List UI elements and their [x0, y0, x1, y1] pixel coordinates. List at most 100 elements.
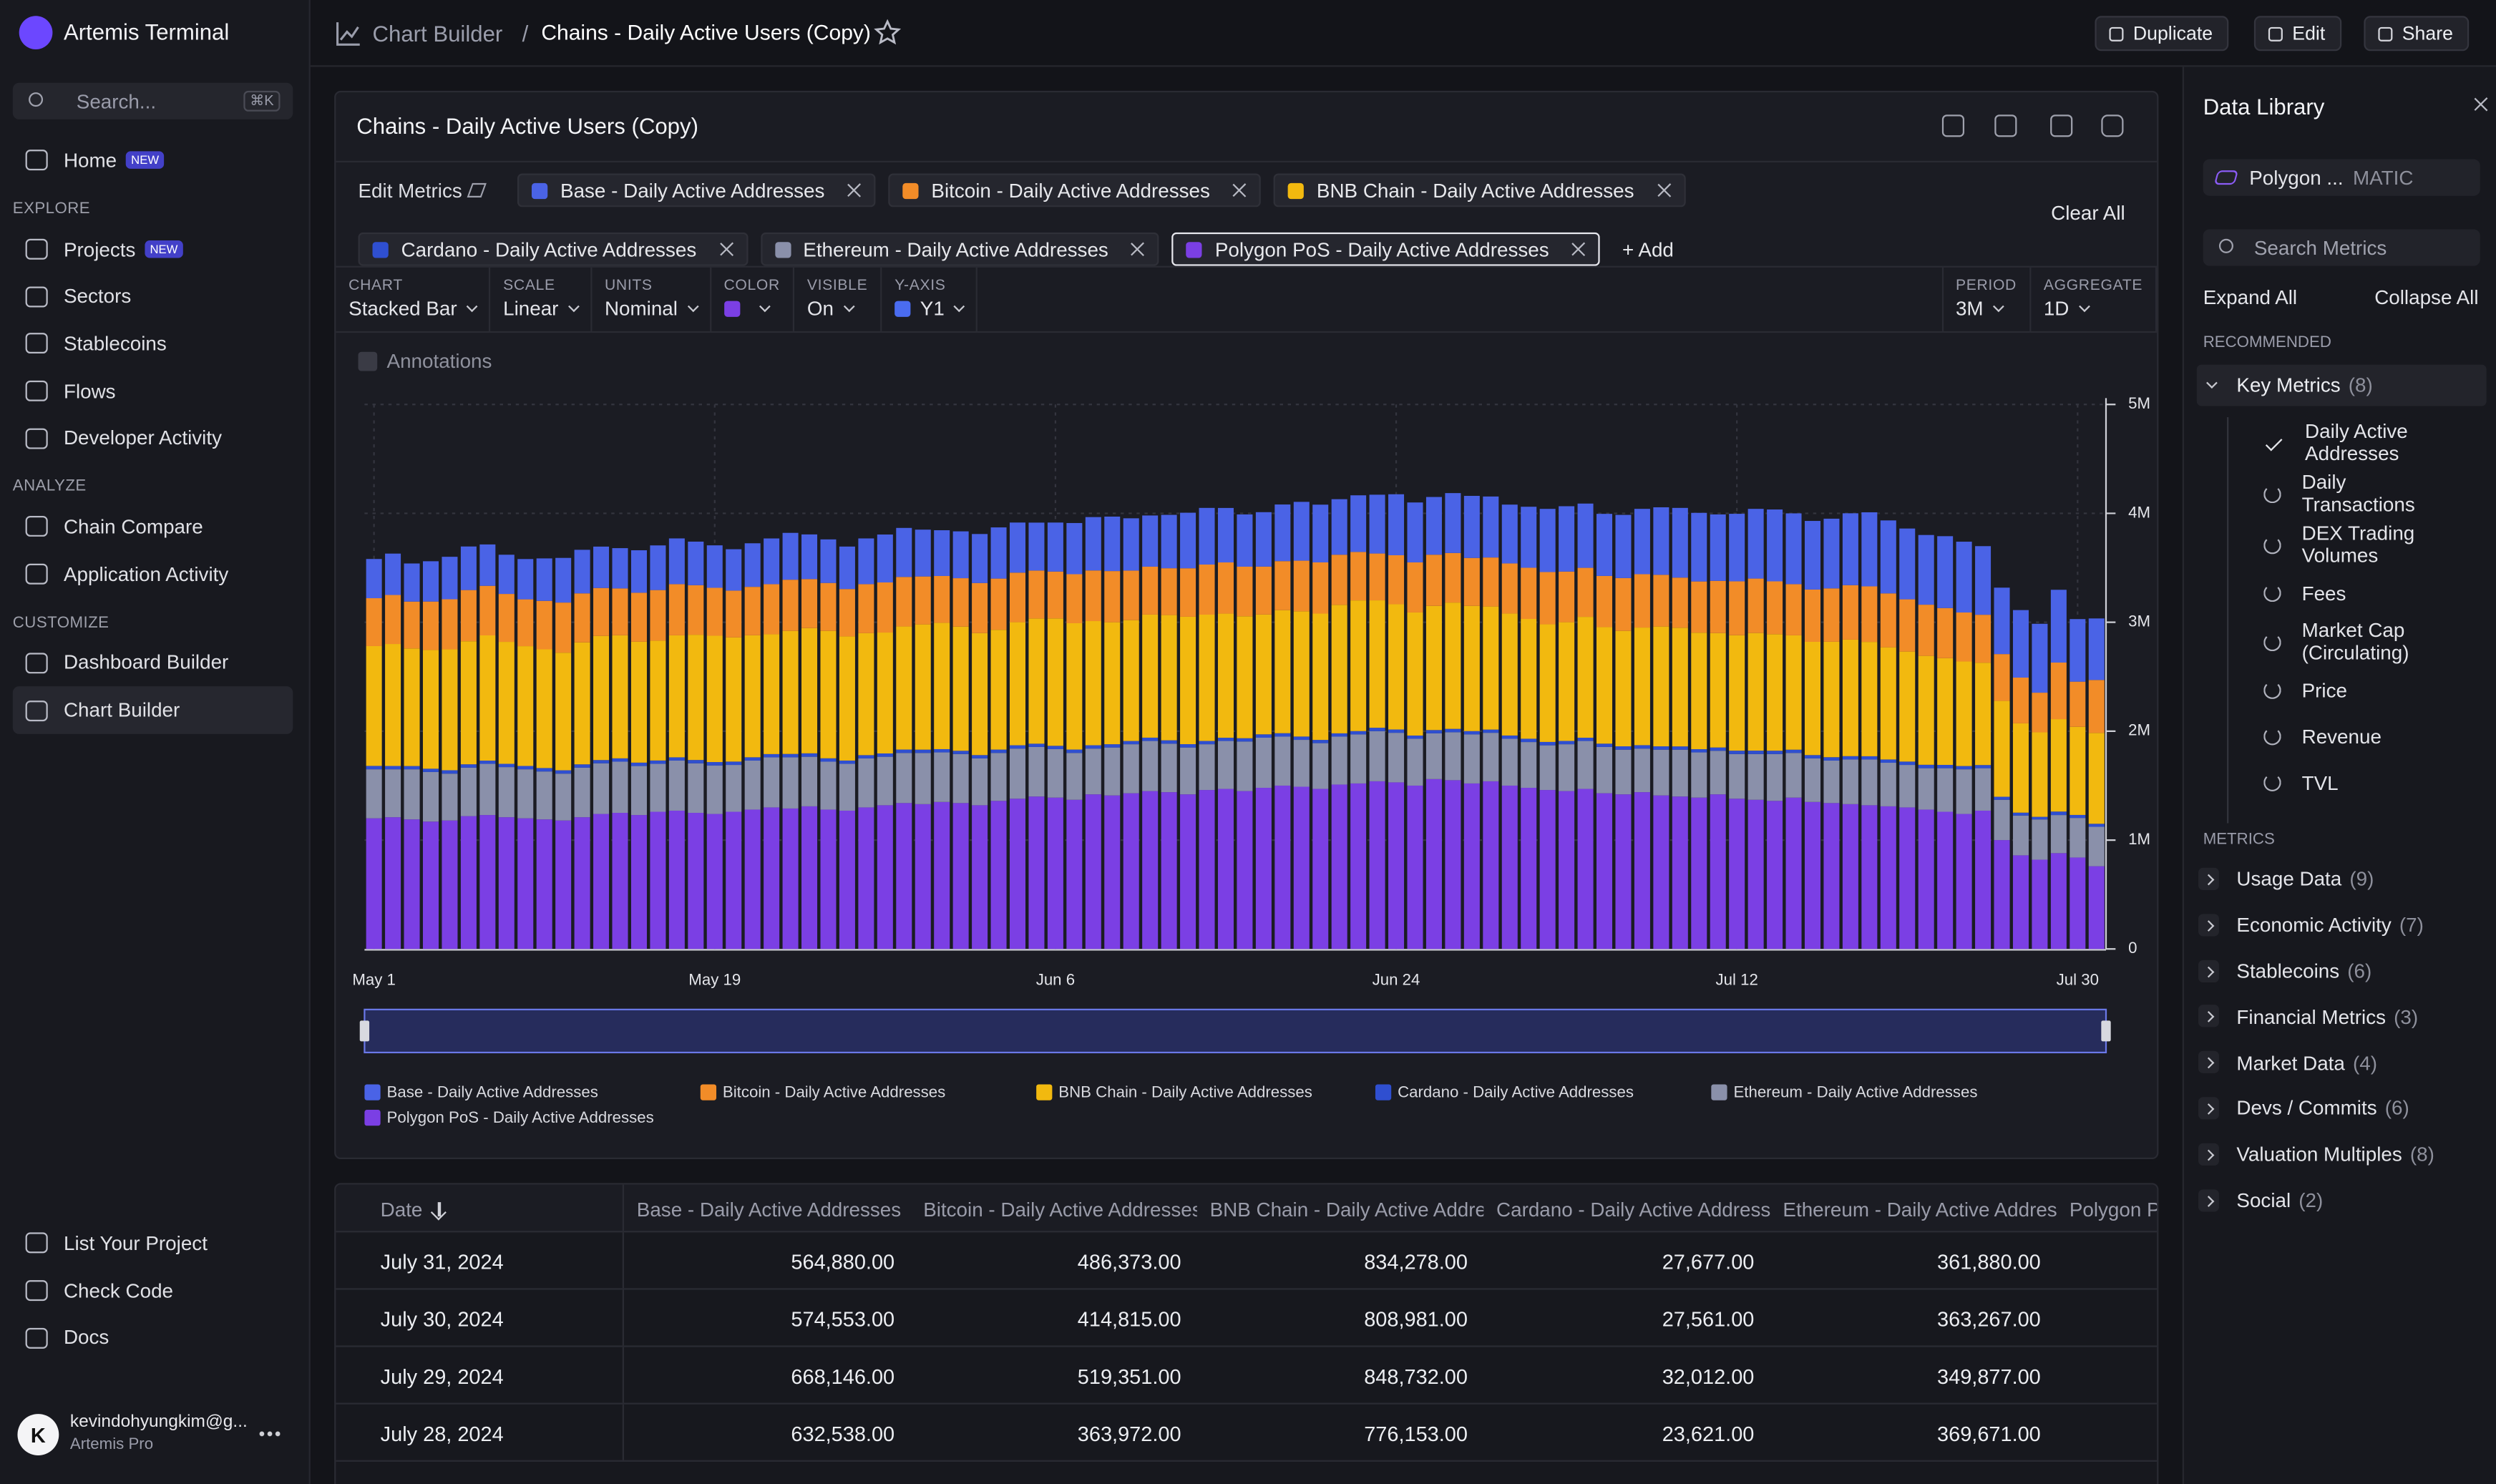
- nav-item[interactable]: Home NEW: [13, 137, 293, 184]
- range-handle[interactable]: [359, 1020, 370, 1042]
- close-button[interactable]: [2474, 97, 2488, 112]
- bar-segment: [1710, 794, 1726, 950]
- key-metrics-group[interactable]: Key Metrics (8): [2196, 364, 2487, 406]
- range-handle[interactable]: [2101, 1020, 2111, 1042]
- nav-item[interactable]: Sectors: [13, 273, 293, 320]
- metric-chip[interactable]: Ethereum - Daily Active Addresses: [760, 232, 1160, 266]
- bar-segment: [385, 817, 401, 950]
- bar-segment: [952, 626, 969, 751]
- legend-label: Ethereum - Daily Active Addresses: [1733, 1083, 1977, 1101]
- star-icon[interactable]: [874, 19, 902, 47]
- bar-segment: [1577, 789, 1594, 950]
- metric-group[interactable]: Stablecoins (6): [2197, 948, 2487, 994]
- nav-item[interactable]: Chain Compare: [13, 503, 293, 550]
- metric-group[interactable]: Valuation Multiples (8): [2197, 1132, 2487, 1178]
- control[interactable]: AGGREGATE 1D: [2031, 267, 2158, 331]
- bar-segment: [1085, 517, 1101, 571]
- column-header[interactable]: Polygon PoS - Daily Active Addresses: [2057, 1185, 2157, 1231]
- column-header[interactable]: Date: [336, 1184, 625, 1231]
- column-header[interactable]: Cardano - Daily Active Addresses: [1483, 1185, 1770, 1231]
- control[interactable]: SCALE Linear: [490, 267, 593, 331]
- clear-all[interactable]: Clear All: [2051, 202, 2125, 225]
- column-header[interactable]: Bitcoin - Daily Active Addresses: [910, 1185, 1197, 1231]
- remove-icon[interactable]: [1657, 183, 1671, 197]
- nav-item[interactable]: Docs: [13, 1314, 293, 1362]
- remove-icon[interactable]: [1571, 242, 1586, 256]
- action-button[interactable]: Edit: [2253, 16, 2341, 52]
- remove-icon[interactable]: [1232, 183, 1247, 197]
- more-button[interactable]: [258, 1431, 281, 1437]
- metric-chip[interactable]: Cardano - Daily Active Addresses: [358, 232, 748, 266]
- action-button[interactable]: Share: [2364, 16, 2470, 52]
- bar-segment: [2088, 733, 2105, 824]
- nav-item[interactable]: Chart Builder: [12, 686, 293, 734]
- metric-group[interactable]: Usage Data (9): [2197, 856, 2487, 902]
- bar-segment: [1350, 495, 1367, 552]
- code-icon[interactable]: [1941, 114, 1965, 137]
- metric-search[interactable]: Search Metrics: [2203, 229, 2480, 266]
- key-metric[interactable]: Revenue: [2263, 713, 2486, 760]
- screenshot-icon[interactable]: [2101, 114, 2124, 137]
- bar-segment: [1331, 605, 1347, 733]
- formula-icon[interactable]: [1994, 114, 2017, 137]
- key-metric[interactable]: DEX Trading Volumes: [2263, 519, 2486, 570]
- bar-segment: [517, 559, 534, 600]
- key-metric[interactable]: TVL: [2263, 759, 2486, 806]
- annotations-toggle[interactable]: Annotations: [358, 351, 492, 373]
- action-button[interactable]: Duplicate: [2095, 16, 2229, 52]
- control[interactable]: Y-AXIS Y1: [882, 267, 978, 331]
- add-metric[interactable]: + Add: [1622, 238, 1674, 260]
- bar-segment: [1123, 793, 1139, 950]
- asset-selector[interactable]: Polygon ... MATIC: [2203, 159, 2480, 196]
- download-icon[interactable]: [2050, 114, 2073, 137]
- table-cell: 834,278.00: [1364, 1249, 1468, 1274]
- bar-segment: [1199, 615, 1215, 741]
- nav-item[interactable]: Application Activity: [13, 551, 293, 598]
- remove-icon[interactable]: [847, 183, 862, 197]
- column-header[interactable]: Base - Daily Active Addresses: [624, 1185, 910, 1231]
- breadcrumb[interactable]: Chart Builder: [372, 20, 503, 47]
- column-header[interactable]: Ethereum - Daily Active Addresses: [1770, 1185, 2057, 1231]
- metric-group[interactable]: Financial Metrics (3): [2197, 994, 2487, 1040]
- key-metric[interactable]: Price: [2263, 667, 2486, 713]
- metric-group[interactable]: Social (2): [2197, 1178, 2487, 1224]
- nav-item[interactable]: Dashboard Builder: [13, 639, 293, 686]
- key-metric[interactable]: Market Cap (Circulating): [2263, 616, 2486, 667]
- nav-item[interactable]: Projects NEW: [13, 225, 293, 273]
- nav-item[interactable]: List Your Project: [13, 1220, 293, 1267]
- metric-group[interactable]: Economic Activity (7): [2197, 902, 2487, 948]
- bar-segment: [706, 635, 723, 763]
- key-metric[interactable]: Daily Active Addresses: [2263, 417, 2486, 468]
- metric-chip[interactable]: Base - Daily Active Addresses: [517, 173, 876, 208]
- control[interactable]: COLOR: [711, 267, 795, 331]
- expand-all[interactable]: Expand All: [2203, 286, 2298, 309]
- control[interactable]: VISIBLE On: [794, 267, 882, 331]
- remove-icon[interactable]: [1131, 242, 1145, 256]
- header-label: BNB Chain - Daily Active Addresses: [1209, 1199, 1484, 1221]
- metric-group[interactable]: Market Data (4): [2197, 1040, 2487, 1086]
- column-header[interactable]: BNB Chain - Daily Active Addresses: [1197, 1185, 1484, 1231]
- metric-chip[interactable]: BNB Chain - Daily Active Addresses: [1273, 173, 1685, 208]
- key-metric[interactable]: Daily Transactions: [2263, 468, 2486, 519]
- control[interactable]: UNITS Nominal: [592, 267, 711, 331]
- avatar[interactable]: K: [17, 1414, 59, 1455]
- x-tick-label: Jul 12: [1716, 971, 1758, 989]
- key-metric[interactable]: Fees: [2263, 570, 2486, 617]
- bar-segment: [1104, 622, 1121, 745]
- metric-chip[interactable]: Polygon PoS - Daily Active Addresses: [1171, 232, 1600, 266]
- nav-item[interactable]: Stablecoins: [13, 320, 293, 367]
- metric-group[interactable]: Devs / Commits (6): [2197, 1086, 2487, 1132]
- bar-segment: [1994, 799, 2010, 841]
- metric-chip[interactable]: Bitcoin - Daily Active Addresses: [888, 173, 1262, 208]
- bar-segment: [820, 761, 837, 810]
- collapse-all[interactable]: Collapse All: [2374, 286, 2479, 309]
- nav-item[interactable]: Check Code: [13, 1267, 293, 1314]
- nav-item[interactable]: Developer Activity: [13, 415, 293, 462]
- control[interactable]: CHART Stacked Bar: [336, 267, 491, 331]
- bar-segment: [422, 650, 439, 769]
- nav-item[interactable]: Flows: [13, 367, 293, 414]
- search-box[interactable]: Search... ⌘K: [12, 82, 293, 119]
- control[interactable]: PERIOD 3M: [1941, 267, 2032, 331]
- remove-icon[interactable]: [718, 242, 733, 256]
- edit-metrics[interactable]: Edit Metrics: [359, 174, 505, 208]
